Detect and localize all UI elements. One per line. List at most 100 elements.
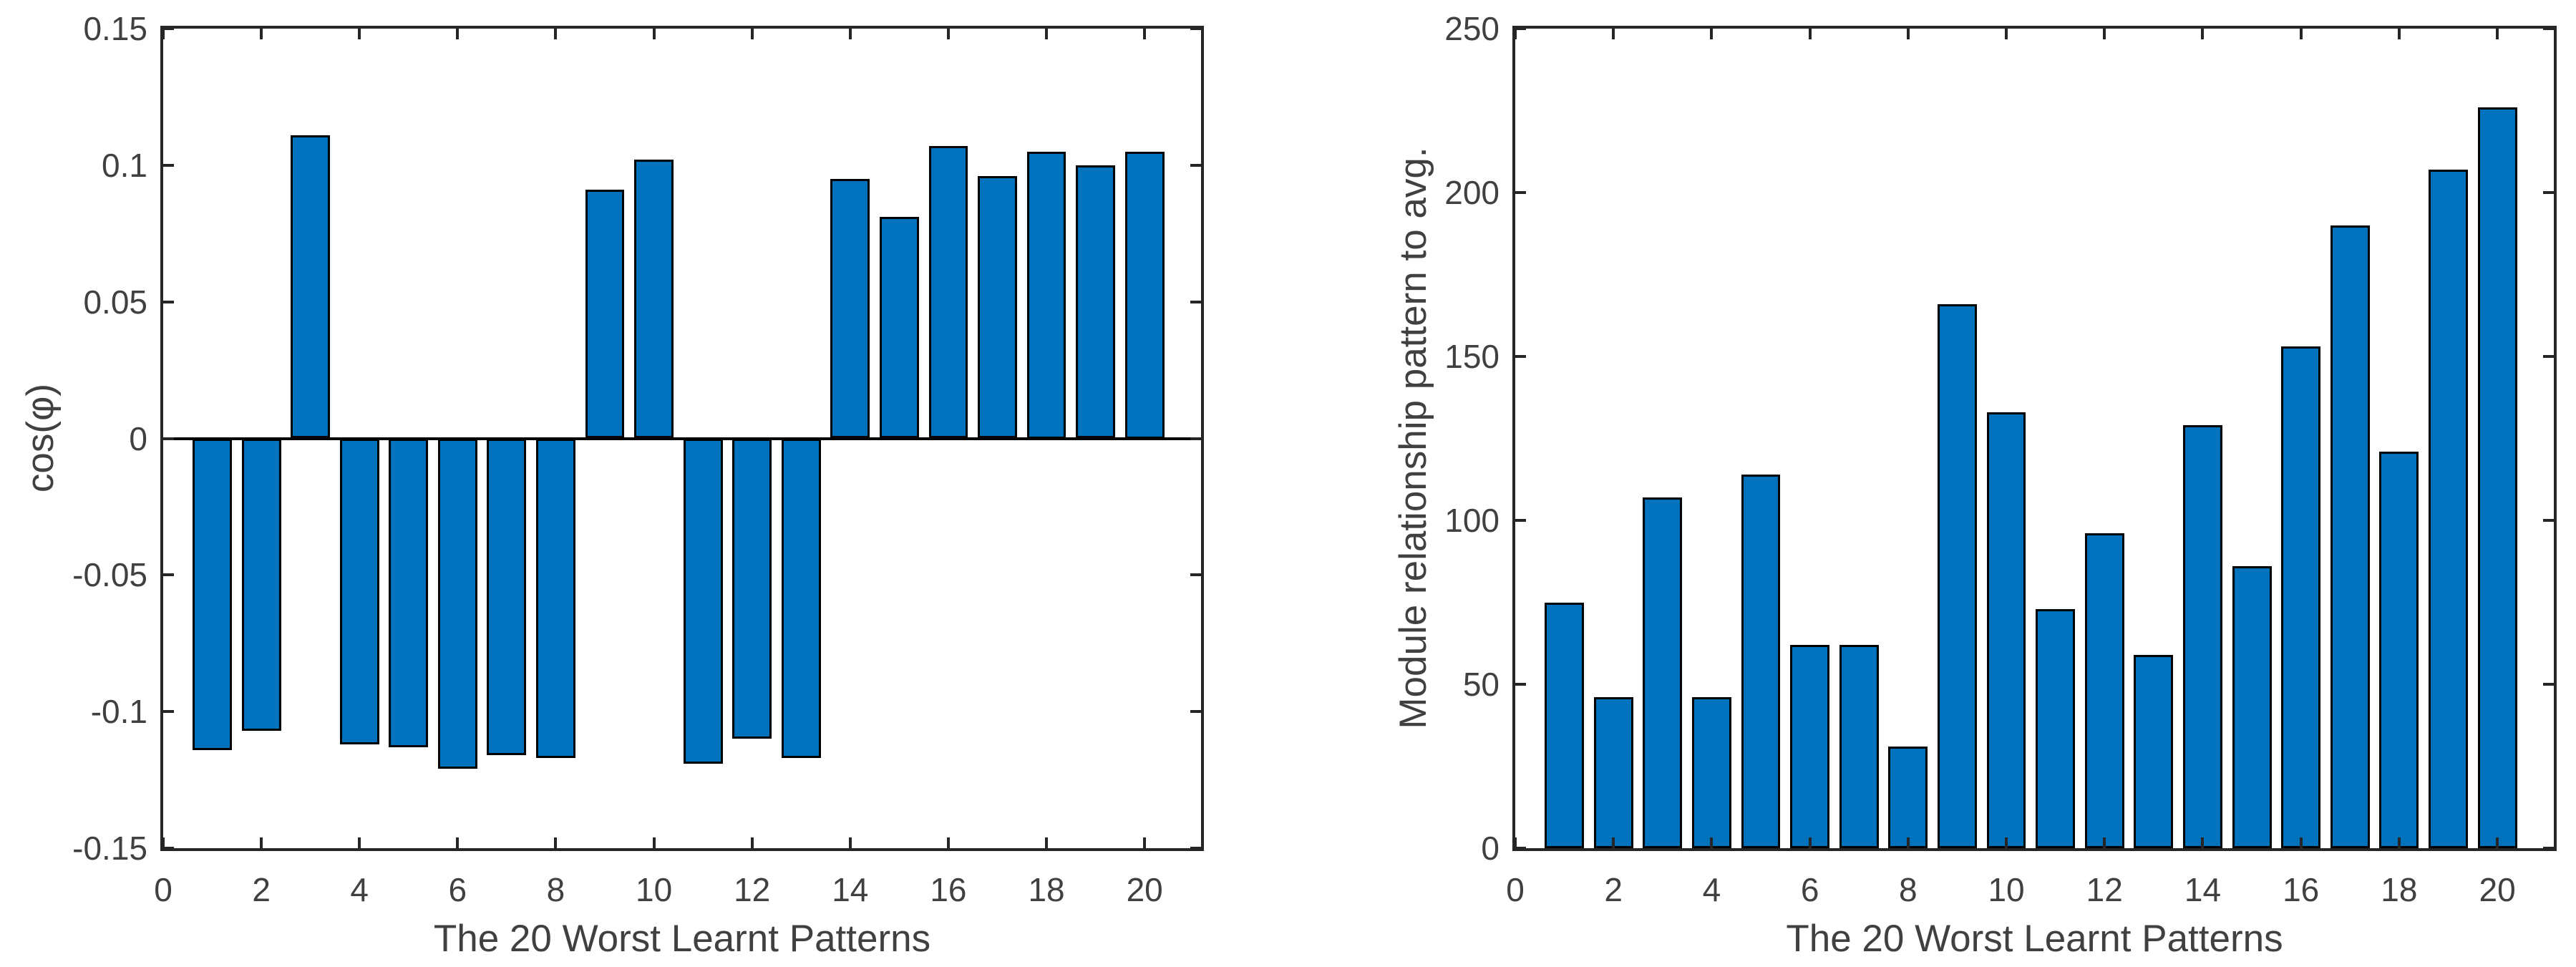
x-tick [652,837,656,848]
x-tick [1612,29,1615,39]
bar-2 [1593,697,1633,848]
y-tick [2543,847,2554,850]
bar-20 [1124,151,1165,439]
x-tick [260,29,263,39]
y-tick-label: 100 [1444,502,1500,539]
x-tick-label: 8 [1899,871,1918,908]
bar-13 [781,438,821,759]
x-tick [750,837,754,848]
bar-12 [2084,533,2124,848]
x-tick [2397,29,2401,39]
y-tick-label: 0 [1481,830,1500,867]
x-tick [162,837,165,848]
x-tick [2005,29,2008,39]
y-tick [2543,355,2554,358]
y-tick-label: 150 [1444,338,1500,375]
x-tick [162,29,165,39]
y-tick-label: -0.1 [90,693,147,731]
bar-16 [2281,346,2321,848]
bar-6 [1790,645,1830,848]
y-tick [1190,27,1201,30]
x-tick [2397,837,2401,848]
x-tick [2496,837,2499,848]
y-tick [163,163,174,167]
y-tick [2543,191,2554,194]
x-tick [2201,837,2205,848]
y-tick [2543,519,2554,522]
x-tick-label: 8 [546,871,565,908]
y-tick [1190,163,1201,167]
x-tick [1045,29,1049,39]
x-tick [1710,837,1714,848]
bar-8 [536,438,575,759]
bar-7 [1839,645,1879,848]
x-tick-label: 0 [154,871,172,908]
y-tick [2543,27,2554,30]
bar-15 [879,217,919,439]
bar-9 [585,190,625,439]
bar-5 [1741,474,1781,848]
y-tick [163,27,174,30]
y-tick [163,437,174,440]
x-tick [2299,837,2303,848]
x-tick-label: 16 [930,871,967,908]
bar-3 [1643,497,1683,848]
x-tick-label: 12 [2086,871,2123,908]
x-tick [2005,837,2008,848]
bar-1 [1545,602,1585,848]
x-tick [2103,29,2106,39]
bar-10 [1986,412,2026,848]
y-tick [1190,710,1201,714]
y-tick [1190,847,1201,850]
x-tick [554,29,558,39]
y-tick [163,573,174,577]
y-tick [1190,300,1201,303]
x-tick-label: 12 [734,871,771,908]
bar-18 [1026,151,1066,439]
plot-area [1512,26,2557,851]
x-tick-label: 14 [832,871,869,908]
x-tick [848,29,852,39]
x-tick [652,29,656,39]
bar-8 [1888,747,1928,848]
x-tick [2103,837,2106,848]
x-tick-label: 2 [1604,871,1623,908]
bar-4 [339,438,379,744]
x-tick [2299,29,2303,39]
x-tick-label: 10 [1988,871,2025,908]
x-tick-label: 14 [2184,871,2222,908]
x-tick [1514,29,1517,39]
zero-baseline [163,437,1201,440]
x-axis-label: The 20 Worst Learnt Patterns [1786,918,2283,960]
x-tick [1906,837,1910,848]
x-tick [2201,29,2205,39]
y-axis-label: Module relationship pattern to avg. [1392,147,1434,729]
y-tick [163,710,174,714]
x-tick [358,837,361,848]
x-tick [260,837,263,848]
y-tick-label: 200 [1444,174,1500,211]
x-tick-label: 6 [448,871,467,908]
bar-11 [683,438,723,764]
bar-1 [193,438,232,750]
y-tick-label: 0 [129,419,147,457]
bar-3 [291,135,331,439]
y-tick-label: 0.1 [102,146,147,184]
y-tick [1515,27,1526,30]
y-tick [163,847,174,850]
bar-5 [389,438,429,747]
x-tick [1710,29,1714,39]
bar-20 [2477,107,2517,848]
x-tick [554,837,558,848]
bar-17 [2330,225,2370,848]
plot-area [160,26,1204,851]
y-tick-label: -0.05 [72,556,147,594]
y-tick [163,300,174,303]
x-tick-label: 18 [1028,871,1065,908]
x-tick [358,29,361,39]
y-tick [2543,683,2554,686]
x-tick [456,29,460,39]
y-tick [1515,519,1526,522]
